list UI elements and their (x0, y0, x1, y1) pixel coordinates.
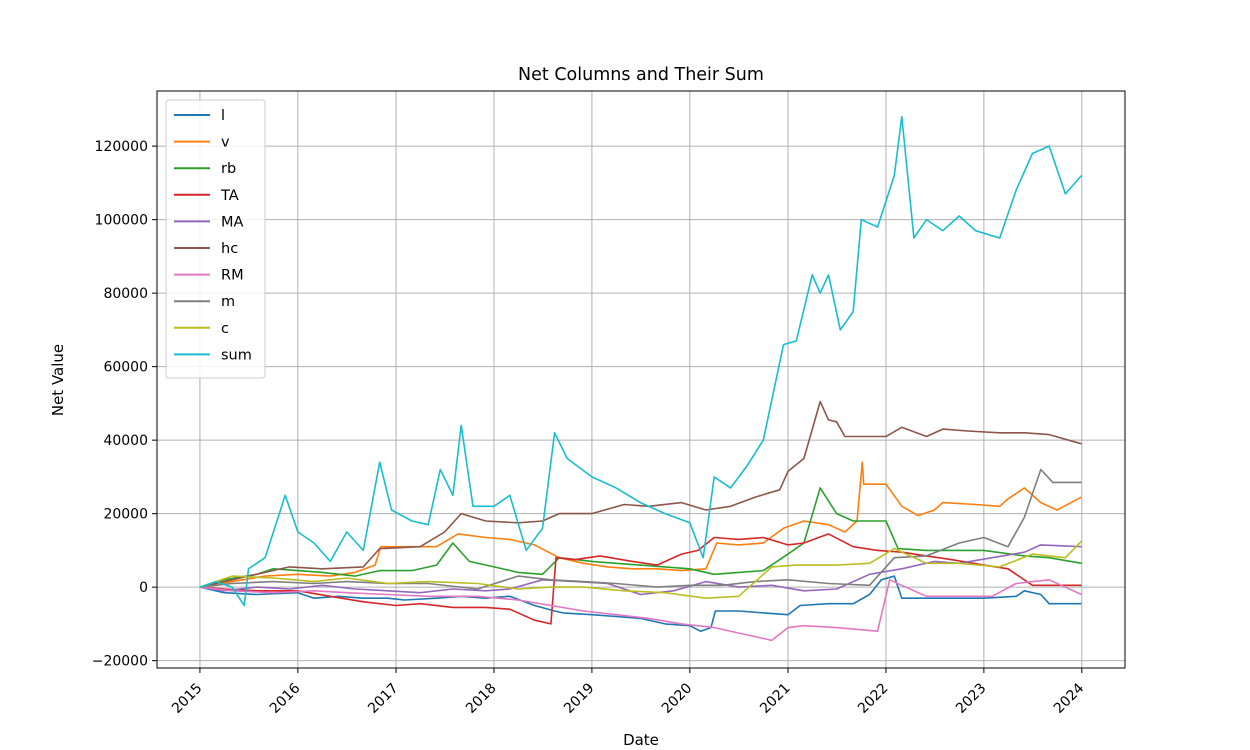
legend-label-hc: hc (221, 241, 238, 257)
y-tick-label: 40000 (103, 433, 148, 449)
series-line-RM (199, 579, 1082, 642)
series-line-sum (199, 115, 1083, 607)
y-tick-label: 100000 (95, 213, 148, 229)
legend-box (165, 99, 266, 379)
series-line-v (199, 461, 1082, 588)
y-axis-label: Net Value (49, 344, 67, 416)
y-tick-label: 120000 (95, 139, 148, 155)
y-tick-label: 20000 (103, 507, 148, 523)
y-tick-label: 0 (139, 580, 148, 596)
series-line-hc (199, 400, 1082, 588)
y-tick-label: 60000 (103, 360, 148, 376)
y-tick-label: 80000 (103, 286, 148, 302)
series-line-TA (199, 533, 1082, 625)
legend-label-TA: TA (220, 188, 239, 204)
legend-label-l: l (221, 108, 225, 124)
x-axis-label: Date (623, 731, 659, 749)
legend-label-c: c (221, 321, 229, 337)
series-line-l (199, 575, 1082, 632)
y-tick-label: −20000 (92, 654, 148, 670)
series-line-MA (199, 544, 1082, 596)
legend-label-RM: RM (221, 268, 244, 284)
legend-label-sum: sum (221, 347, 252, 363)
legend: lv rb TA MA hc RM mc sum (165, 99, 266, 379)
legend-label-m: m (221, 294, 235, 310)
legend-label-v: v (221, 135, 230, 151)
plot-frame (156, 90, 1126, 669)
y-axis: −20000 0 20000 40000 60000 80000 100000 120000 (92, 139, 157, 670)
legend-label-rb: rb (221, 161, 236, 177)
series-line-c (199, 540, 1083, 599)
legend-label-MA: MA (221, 214, 244, 230)
plot-area (199, 115, 1083, 642)
gridlines (157, 91, 1125, 668)
chart-title: Net Columns and Their Sum (518, 65, 764, 85)
series-line-m (199, 468, 1082, 590)
series-line-rb (199, 487, 1082, 588)
